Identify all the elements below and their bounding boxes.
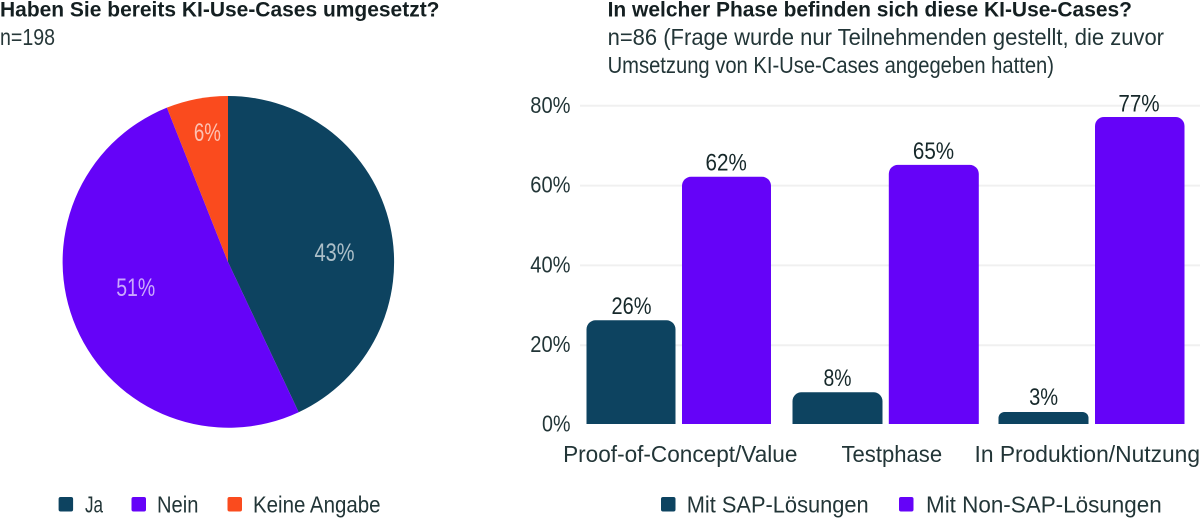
svg-text:n=86 (Frage wurde nur Teilnehm: n=86 (Frage wurde nur Teilnehmenden gest… bbox=[608, 24, 1165, 50]
svg-text:51%: 51% bbox=[116, 274, 155, 302]
svg-text:77%: 77% bbox=[1118, 91, 1159, 118]
svg-text:In Produktion/Nutzung: In Produktion/Nutzung bbox=[975, 441, 1200, 467]
svg-text:62%: 62% bbox=[706, 150, 747, 177]
svg-text:3%: 3% bbox=[1029, 384, 1058, 411]
svg-text:65%: 65% bbox=[913, 138, 954, 165]
svg-text:Mit SAP-Lösungen: Mit SAP-Lösungen bbox=[687, 492, 869, 518]
svg-text:Proof-of-Concept/Value: Proof-of-Concept/Value bbox=[563, 441, 797, 467]
svg-text:8%: 8% bbox=[824, 365, 852, 392]
svg-text:Mit Non-SAP-Lösungen: Mit Non-SAP-Lösungen bbox=[926, 492, 1162, 518]
svg-text:80%: 80% bbox=[530, 92, 570, 118]
svg-text:Keine Angabe: Keine Angabe bbox=[253, 492, 381, 518]
svg-text:Testphase: Testphase bbox=[842, 441, 943, 467]
svg-text:0%: 0% bbox=[542, 411, 571, 437]
svg-text:Umsetzung von KI-Use-Cases ang: Umsetzung von KI-Use-Cases angegeben hat… bbox=[608, 52, 1054, 78]
svg-text:Ja: Ja bbox=[85, 492, 103, 518]
svg-text:40%: 40% bbox=[530, 252, 570, 278]
svg-text:Haben Sie bereits KI-Use-Cases: Haben Sie bereits KI-Use-Cases umgesetzt… bbox=[0, 0, 440, 21]
svg-text:20%: 20% bbox=[530, 331, 570, 357]
svg-text:6%: 6% bbox=[194, 119, 221, 147]
svg-text:In welcher Phase befinden sich: In welcher Phase befinden sich diese KI-… bbox=[608, 0, 1132, 22]
svg-text:n=198: n=198 bbox=[0, 24, 55, 50]
svg-text:60%: 60% bbox=[530, 172, 570, 198]
svg-text:Nein: Nein bbox=[157, 492, 198, 518]
svg-text:43%: 43% bbox=[315, 239, 355, 267]
svg-text:26%: 26% bbox=[612, 293, 652, 320]
